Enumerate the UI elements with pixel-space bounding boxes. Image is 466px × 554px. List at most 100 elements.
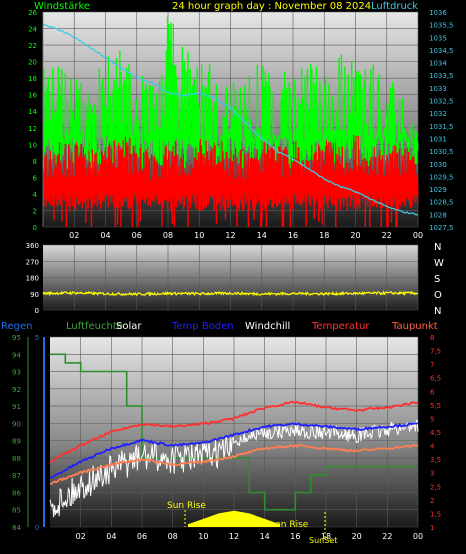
wind-average-bar bbox=[256, 149, 259, 195]
wind-average-bar bbox=[136, 153, 138, 204]
wind-gust-bar bbox=[141, 76, 144, 169]
wind-gust-bar bbox=[308, 133, 311, 157]
wind-gust-bar bbox=[69, 131, 71, 140]
wind-gust-bar bbox=[160, 127, 162, 165]
wind-average-bar bbox=[182, 154, 185, 210]
wind-average-bar bbox=[388, 174, 390, 200]
wind-average-bar bbox=[340, 170, 343, 204]
wind-gust-bar bbox=[260, 139, 262, 158]
wind-average-bar bbox=[281, 177, 284, 227]
wind-gust-bar bbox=[306, 68, 309, 155]
wind-average-bar bbox=[225, 152, 228, 200]
wind-gust-bar bbox=[322, 132, 324, 151]
wind-gust-bar bbox=[113, 80, 115, 158]
wind-gust-bar bbox=[352, 96, 354, 149]
wind-gust-bar bbox=[411, 123, 413, 148]
wind-average-bar bbox=[372, 170, 374, 204]
wind-average-bar bbox=[163, 156, 165, 201]
wind-gust-bar bbox=[288, 82, 290, 164]
y-tick-label: 180 bbox=[26, 275, 39, 283]
wind-average-bar bbox=[204, 164, 206, 207]
wind-gust-bar bbox=[164, 81, 167, 144]
wind-gust-bar bbox=[81, 130, 84, 139]
wind-gust-bar bbox=[181, 46, 184, 140]
wind-average-bar bbox=[125, 142, 128, 199]
wind-gust-bar bbox=[255, 130, 257, 149]
wind-gust-bar bbox=[196, 67, 198, 164]
wind-gust-bar bbox=[197, 102, 199, 165]
wind-gust-bar bbox=[120, 72, 122, 146]
wind-gust-bar bbox=[49, 119, 52, 157]
y-tick-label: 91 bbox=[12, 403, 21, 411]
wind-gust-bar bbox=[320, 103, 322, 151]
wind-average-bar bbox=[383, 175, 386, 203]
wind-gust-bar bbox=[224, 93, 227, 149]
direction-letters: N W S O N bbox=[434, 242, 444, 317]
wind-gust-bar bbox=[261, 79, 263, 139]
wind-average-bar bbox=[164, 146, 167, 200]
sun-moon-annotations: Sun Rise Moon Rise SunSet bbox=[167, 501, 337, 545]
wind-average-bar bbox=[381, 155, 384, 209]
wind-average-bar bbox=[207, 159, 210, 205]
wind-average-bar bbox=[56, 155, 59, 207]
wind-gust-bar bbox=[285, 90, 287, 152]
wind-average-bar bbox=[88, 151, 90, 200]
wind-gust-bar bbox=[114, 130, 117, 139]
wind-gust-bar bbox=[291, 144, 294, 163]
wind-average-bar bbox=[49, 150, 52, 205]
wind-gust-bar bbox=[171, 63, 173, 153]
wind-gust-bar bbox=[364, 69, 367, 164]
wind-gust-bar bbox=[193, 77, 195, 149]
wind-gust-bar bbox=[315, 66, 318, 143]
wind-average-bar bbox=[315, 151, 318, 201]
wind-average-bar bbox=[68, 144, 70, 207]
wind-gust-bar bbox=[240, 124, 243, 142]
wind-gust-bar bbox=[135, 98, 137, 138]
wind-average-bar bbox=[48, 160, 51, 196]
left-axis-title: Windstärke bbox=[34, 1, 90, 12]
wind-gust-bar bbox=[48, 91, 51, 147]
x-tick-label: 18 bbox=[321, 532, 331, 541]
wind-gust-bar bbox=[415, 132, 418, 165]
wind-gust-bar bbox=[316, 102, 319, 163]
wind-average-bar bbox=[232, 154, 235, 200]
direction-letter: O bbox=[434, 290, 442, 301]
wind-gust-bar bbox=[187, 51, 189, 144]
wind-gust-bar bbox=[235, 89, 237, 148]
wind-gust-bar bbox=[356, 113, 359, 166]
wind-gust-bar bbox=[79, 134, 81, 145]
wind-average-bar bbox=[366, 165, 369, 207]
wind-gust-bar bbox=[387, 135, 389, 144]
wind-gust-bar bbox=[233, 106, 236, 141]
wind-average-bar bbox=[95, 152, 97, 195]
y-tick-label: 18 bbox=[28, 75, 37, 83]
wind-gust-bar bbox=[331, 96, 334, 148]
legend-item-temperatur: Temperatur bbox=[311, 321, 370, 332]
wind-gust-bar bbox=[55, 111, 57, 164]
wind-gust-bar bbox=[345, 136, 347, 146]
wind-direction-axes: 0 90 180 270 360 bbox=[26, 242, 39, 315]
wind-average-bar bbox=[399, 174, 402, 207]
wind-average-bar bbox=[161, 165, 163, 227]
wind-average-bar bbox=[318, 144, 320, 222]
y-tick-label: 0 bbox=[33, 224, 37, 232]
right-axis-title: Luftdruck bbox=[371, 1, 418, 12]
wind-average-bar bbox=[330, 142, 332, 202]
wind-average-bar bbox=[120, 148, 122, 227]
dewpoint-line bbox=[49, 444, 419, 485]
y-right-tick-label: 5,5 bbox=[430, 402, 441, 410]
wind-gust-bar bbox=[161, 75, 163, 167]
wind-average-bar bbox=[314, 151, 317, 206]
wind-gust-bar bbox=[293, 96, 295, 142]
wind-average-bar bbox=[257, 160, 260, 202]
wind-gust-bar bbox=[214, 102, 217, 147]
wind-gust-bar bbox=[371, 128, 373, 146]
wind-gust-bar bbox=[253, 139, 255, 148]
wind-gust-bar bbox=[256, 64, 259, 156]
wind-gust-bar bbox=[397, 121, 399, 152]
humidity-temp-axes: 02 04 06 08 10 12 14 16 18 20 22 008485868788899091… bbox=[12, 334, 441, 541]
wind-average-bar bbox=[198, 164, 201, 210]
wind-average-bar bbox=[387, 161, 389, 227]
y-right-tick-label: 1030,5 bbox=[429, 148, 454, 156]
wind-gust-bar bbox=[115, 58, 118, 147]
